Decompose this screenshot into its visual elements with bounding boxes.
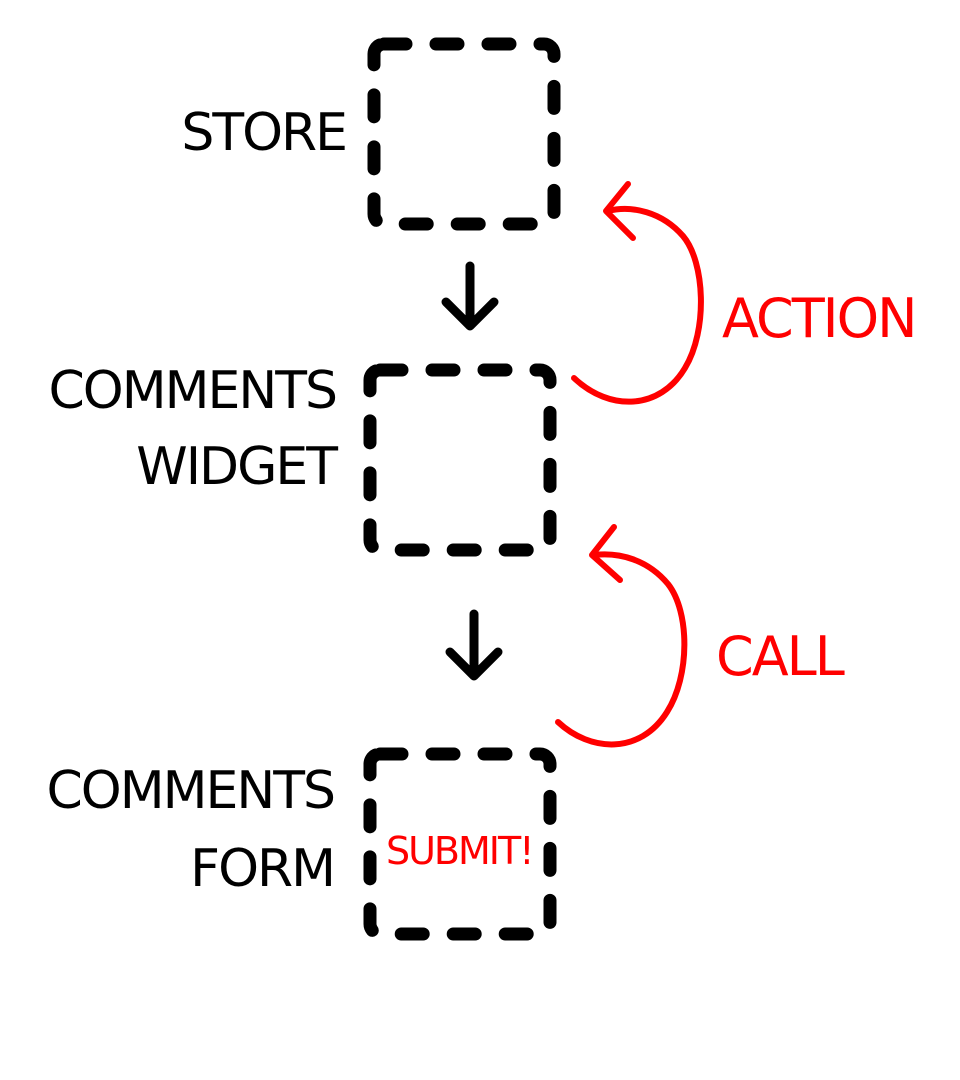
down-arrow-icon	[445, 609, 503, 681]
store-label: STORE	[181, 103, 346, 163]
comments-form-label-line-2: FORM	[190, 839, 334, 899]
submit-label: SUBMIT!	[386, 829, 532, 873]
store-box	[367, 37, 561, 231]
action-edge: ACTION	[571, 181, 918, 405]
comments-widget-node: COMMENTS WIDGET	[49, 361, 557, 557]
action-label: ACTION	[722, 287, 916, 350]
call-edge: CALL	[555, 524, 847, 748]
comments-widget-box	[363, 363, 557, 557]
comments-form-label-line-1: COMMENTS	[47, 761, 335, 821]
call-arrowhead-icon	[589, 524, 623, 583]
comments-widget-label-line-1: COMMENTS	[49, 361, 337, 421]
comments-widget-label-line-2: WIDGET	[136, 437, 338, 497]
call-curved-arrow-icon	[555, 551, 688, 748]
store-node: STORE	[181, 37, 561, 231]
comments-form-node: COMMENTS FORM SUBMIT!	[47, 747, 557, 941]
comments-form-box	[363, 747, 557, 941]
action-curved-arrow-icon	[571, 205, 704, 405]
down-arrow-icon	[441, 261, 499, 331]
action-arrowhead-icon	[603, 181, 636, 241]
call-label: CALL	[716, 625, 845, 688]
